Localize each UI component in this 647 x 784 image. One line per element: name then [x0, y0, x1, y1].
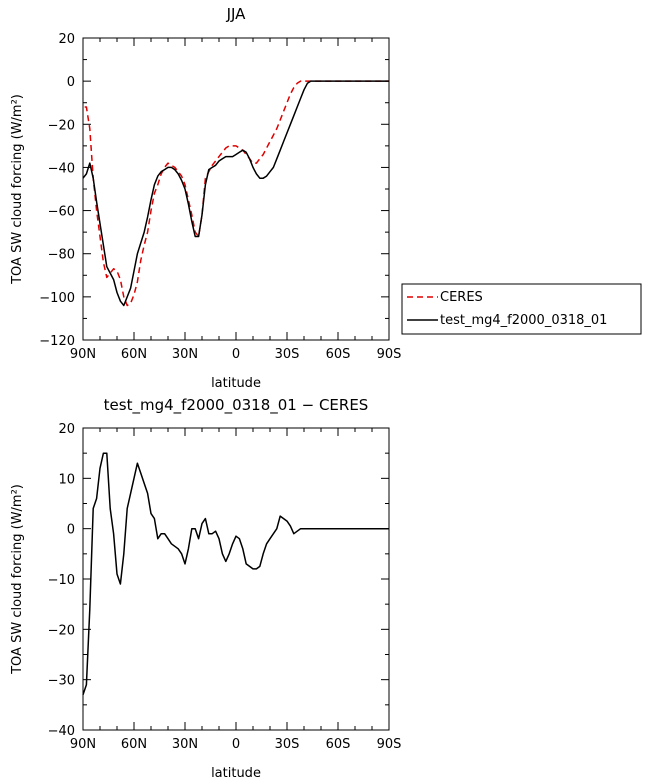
x-tick-label: 90N: [70, 347, 96, 362]
legend-label-model: test_mg4_f2000_0318_01: [440, 313, 607, 328]
bottom-chart-plot-frame: [82, 427, 390, 731]
bottom-chart-series-difference-line: [82, 452, 389, 696]
top-chart-x-axis-label: latitude: [211, 376, 261, 391]
bottom-chart-title: test_mg4_f2000_0318_01 − CERES: [104, 396, 369, 415]
y-tick-label: −10: [48, 573, 75, 588]
legend-label-ceres: CERES: [440, 290, 483, 305]
y-tick-label: −20: [48, 623, 75, 638]
x-tick-label: 90S: [377, 737, 402, 752]
bottom-chart-y-axis-label: TOA SW cloud forcing (W/m²): [10, 484, 25, 675]
top-chart-legend: CERES test_mg4_f2000_0318_01: [401, 283, 642, 335]
top-chart: JJA 90N 60N 30N 0 30S 60S 90S 20 0 −20 −40 −60 −80 −…: [10, 5, 642, 391]
x-tick-label: 30N: [172, 737, 198, 752]
y-tick-label: 20: [58, 422, 75, 437]
y-tick-label: 20: [58, 32, 75, 47]
top-chart-lines: [82, 80, 389, 307]
y-tick-label: −120: [39, 334, 75, 349]
x-tick-label: 30N: [172, 347, 198, 362]
x-tick-label: 90S: [377, 347, 402, 362]
y-tick-label: −30: [48, 674, 75, 689]
y-tick-label: −60: [48, 205, 75, 220]
x-tick-label: 30S: [275, 347, 300, 362]
x-tick-label: 30S: [275, 737, 300, 752]
y-tick-label: −80: [48, 248, 75, 263]
top-chart-series-test-mg4-f2000-0318-01-line: [82, 80, 389, 307]
y-tick-label: 0: [67, 75, 75, 90]
top-chart-y-axis-label: TOA SW cloud forcing (W/m²): [10, 94, 25, 285]
y-tick-label: −20: [48, 118, 75, 133]
x-tick-label: 60N: [121, 347, 147, 362]
bottom-chart-x-axis-label: latitude: [211, 766, 261, 781]
top-chart-y-ticks: 20 0 −20 −40 −60 −80 −100 −120: [39, 32, 389, 349]
y-tick-label: −40: [48, 724, 75, 739]
legend-frame: [401, 283, 642, 335]
top-chart-plot-frame: [82, 37, 390, 341]
x-tick-label: 0: [232, 737, 240, 752]
x-tick-label: 60S: [326, 737, 351, 752]
x-tick-label: 60N: [121, 737, 147, 752]
x-tick-label: 90N: [70, 737, 96, 752]
bottom-chart-y-ticks: 20 10 0 −10 −20 −30 −40: [48, 422, 389, 739]
bottom-chart-x-ticks: 90N 60N 30N 0 30S 60S 90S: [70, 428, 402, 752]
x-tick-label: 0: [232, 347, 240, 362]
top-chart-series-ceres-line: [84, 80, 389, 307]
bottom-chart-lines: [82, 452, 389, 696]
y-tick-label: −40: [48, 161, 75, 176]
y-tick-label: 10: [58, 472, 75, 487]
x-tick-label: 60S: [326, 347, 351, 362]
top-chart-x-ticks: 90N 60N 30N 0 30S 60S 90S: [70, 38, 402, 362]
y-tick-label: −100: [39, 291, 75, 306]
y-tick-label: 0: [67, 523, 75, 538]
bottom-chart: test_mg4_f2000_0318_01 − CERES 90N 60N 30N…: [10, 396, 401, 781]
top-chart-title: JJA: [226, 5, 247, 23]
